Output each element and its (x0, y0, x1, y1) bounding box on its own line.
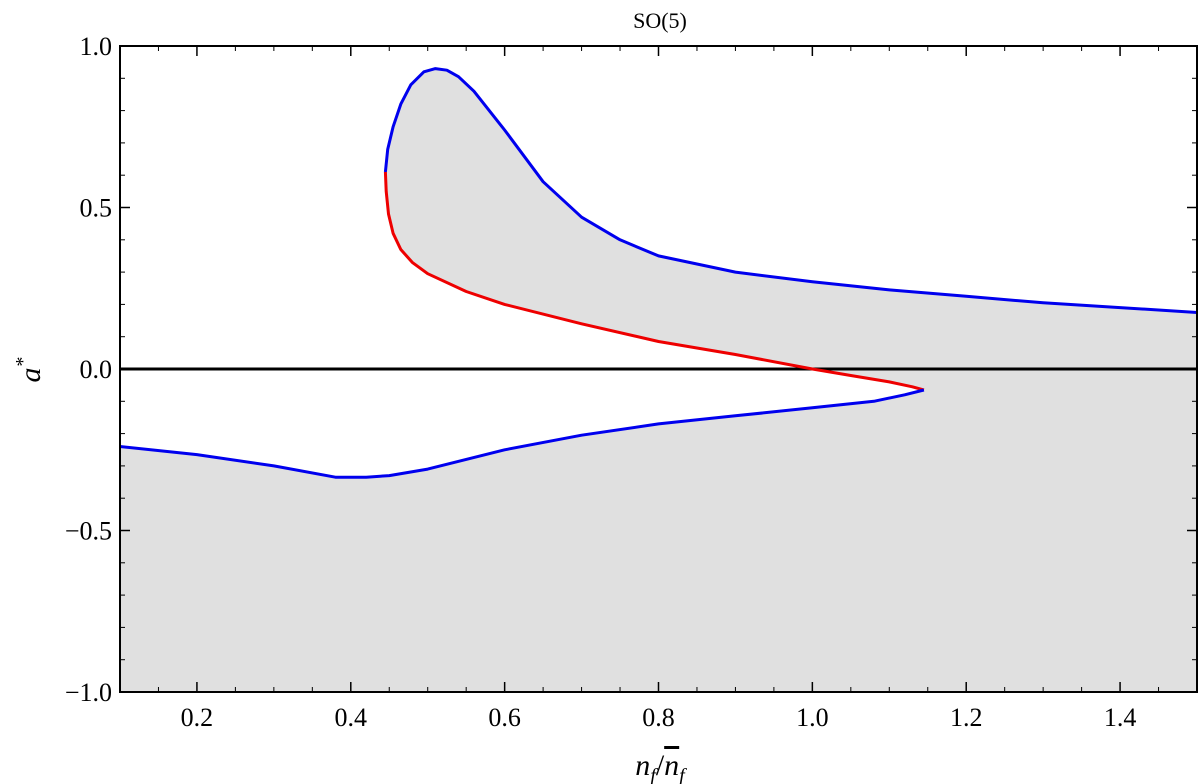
chart-title: SO(5) (633, 8, 687, 33)
y-tick-label: −1.0 (65, 678, 112, 707)
series-line-1 (383, 67, 1198, 314)
x-tick-label: 0.6 (488, 703, 521, 732)
x-tick-label: 1.4 (1104, 703, 1137, 732)
series-layer (119, 67, 1198, 479)
y-axis-label: a* (12, 358, 47, 383)
y-tick-label: −0.5 (65, 517, 112, 546)
series-line-2 (383, 171, 925, 392)
y-tick-label: 0.5 (80, 194, 113, 223)
shaded-region (120, 68, 1197, 693)
x-tick-label: 1.2 (950, 703, 983, 732)
x-tick-label: 1.0 (796, 703, 829, 732)
x-axis-label: nf/nf (635, 749, 687, 784)
y-tick-label: 1.0 (80, 32, 113, 61)
x-tick-label: 0.8 (642, 703, 675, 732)
ticks-layer: 0.2 0.4 0.6 0.8 1.0 1.2 1.4 −1.0 −0.5 0.0 0.5 1.0 (65, 32, 1198, 732)
series-line-3 (119, 388, 925, 479)
x-tick-label: 0.2 (181, 703, 214, 732)
x-tick-label: 0.4 (335, 703, 368, 732)
y-tick-label: 0.0 (80, 355, 113, 384)
